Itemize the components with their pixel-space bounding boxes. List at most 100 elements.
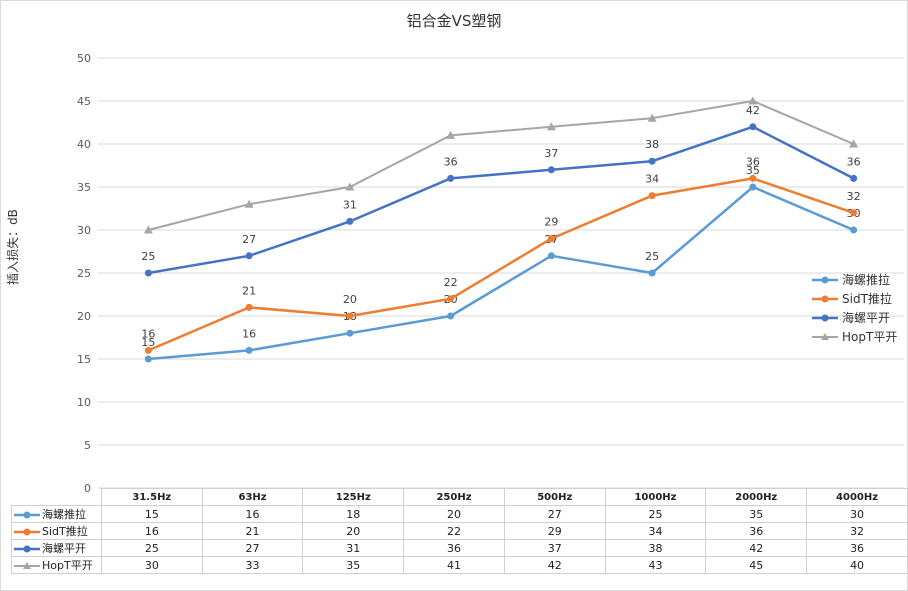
table-cell: 45 <box>705 556 808 574</box>
data-point <box>547 235 555 243</box>
data-point <box>748 96 758 105</box>
x-tick-label: 4000Hz <box>806 488 908 506</box>
y-tick-label: 5 <box>84 439 91 452</box>
legend-label: SidT推拉 <box>842 292 892 306</box>
data-label: 42 <box>746 104 760 117</box>
table-cell: 21 <box>201 522 304 540</box>
data-point <box>144 269 152 277</box>
x-tick-label: 250Hz <box>403 488 505 506</box>
table-row: 海螺平开 25 27 31 36 37 38 42 36 <box>11 539 908 557</box>
table-cell: 36 <box>806 539 908 557</box>
table-cell: 25 <box>100 539 203 557</box>
data-label: 31 <box>343 198 357 211</box>
data-point <box>850 209 858 217</box>
y-tick-label: 45 <box>77 95 91 108</box>
table-cell: 31 <box>302 539 405 557</box>
table-row: 海螺推拉 15 16 18 20 27 25 35 30 <box>11 505 908 523</box>
legend-label: 海螺推拉 <box>842 273 891 287</box>
data-label: 25 <box>645 250 659 263</box>
table-row: SidT推拉 16 21 20 22 29 34 36 32 <box>11 522 908 540</box>
table-cell: 35 <box>302 556 405 574</box>
table-cell: 36 <box>403 539 505 557</box>
data-point <box>346 329 354 337</box>
x-tick-label: 500Hz <box>503 488 606 506</box>
y-tick-label: 35 <box>77 181 91 194</box>
table-cell: 16 <box>201 505 304 523</box>
legend-entry: SidT推拉 <box>812 289 897 308</box>
x-tick-label: 1000Hz <box>604 488 707 506</box>
data-label: 20 <box>343 293 357 306</box>
y-tick-label: 15 <box>77 353 91 366</box>
x-tick-label: 31.5Hz <box>100 488 203 506</box>
data-point <box>749 174 757 182</box>
series-line-3 <box>148 125 855 275</box>
data-label: 34 <box>645 173 659 186</box>
data-label: 37 <box>544 147 558 160</box>
table-cell: 43 <box>604 556 707 574</box>
table-cell: 30 <box>806 505 908 523</box>
data-point <box>346 312 354 320</box>
data-point <box>546 122 556 131</box>
table-row-header: HopT平开 <box>11 556 102 574</box>
data-label: 32 <box>847 190 861 203</box>
x-tick-label: 125Hz <box>302 488 405 506</box>
chart-title: 铝合金VS塑钢 <box>406 12 502 30</box>
data-label: 29 <box>544 216 558 229</box>
data-point <box>447 312 455 320</box>
series-line-1 <box>148 185 855 361</box>
data-point <box>547 252 555 260</box>
legend-label: 海螺平开 <box>842 311 891 325</box>
table-cell: 33 <box>201 556 304 574</box>
data-label: 36 <box>847 155 861 168</box>
table-cell: 37 <box>503 539 606 557</box>
data-point <box>245 303 253 311</box>
series-line-2 <box>147 177 855 352</box>
data-point <box>244 199 254 208</box>
data-point <box>245 346 253 354</box>
data-label: 15 <box>141 336 155 349</box>
data-point <box>849 139 859 148</box>
data-point <box>850 174 858 182</box>
data-point <box>143 225 153 234</box>
data-label: 38 <box>645 138 659 151</box>
data-label: 36 <box>746 155 760 168</box>
table-row-header: 海螺平开 <box>11 539 102 557</box>
data-point <box>144 346 152 354</box>
data-point <box>447 174 455 182</box>
table-cell: 16 <box>100 522 203 540</box>
y-tick-label: 10 <box>77 396 91 409</box>
data-point <box>850 226 858 234</box>
table-cell: 35 <box>705 505 808 523</box>
table-cell: 41 <box>403 556 505 574</box>
data-point <box>447 295 455 303</box>
data-table: 31.5Hz 63Hz 125Hz 250Hz 500Hz 1000Hz 2000Hz 400… <box>11 488 908 574</box>
legend-label: HopT平开 <box>842 330 898 344</box>
data-label: 35 <box>746 164 760 177</box>
table-cell: 42 <box>503 556 606 574</box>
y-tick-label: 50 <box>77 52 91 65</box>
data-label: 36 <box>444 155 458 168</box>
data-label: 27 <box>242 233 256 246</box>
series-line-4 <box>148 100 855 231</box>
table-cell: 32 <box>806 522 908 540</box>
data-label: 16 <box>141 327 155 340</box>
data-point <box>648 269 656 277</box>
y-tick-label: 20 <box>77 310 91 323</box>
data-point <box>245 252 253 260</box>
table-cell: 15 <box>100 505 203 523</box>
table-cell: 36 <box>705 522 808 540</box>
table-row: HopT平开 30 33 35 41 42 43 45 40 <box>11 556 908 574</box>
table-cell: 42 <box>705 539 808 557</box>
table-cell: 18 <box>302 505 405 523</box>
data-point <box>749 123 757 131</box>
data-label: 22 <box>444 276 458 289</box>
legend-entry: 海螺平开 <box>812 308 897 327</box>
y-tick-label: 25 <box>77 267 91 280</box>
data-point <box>446 130 456 139</box>
legend-entry: 海螺推拉 <box>812 270 897 289</box>
table-cell: 38 <box>604 539 707 557</box>
table-cell: 40 <box>806 556 908 574</box>
x-tick-label: 2000Hz <box>705 488 808 506</box>
table-cell: 29 <box>503 522 606 540</box>
